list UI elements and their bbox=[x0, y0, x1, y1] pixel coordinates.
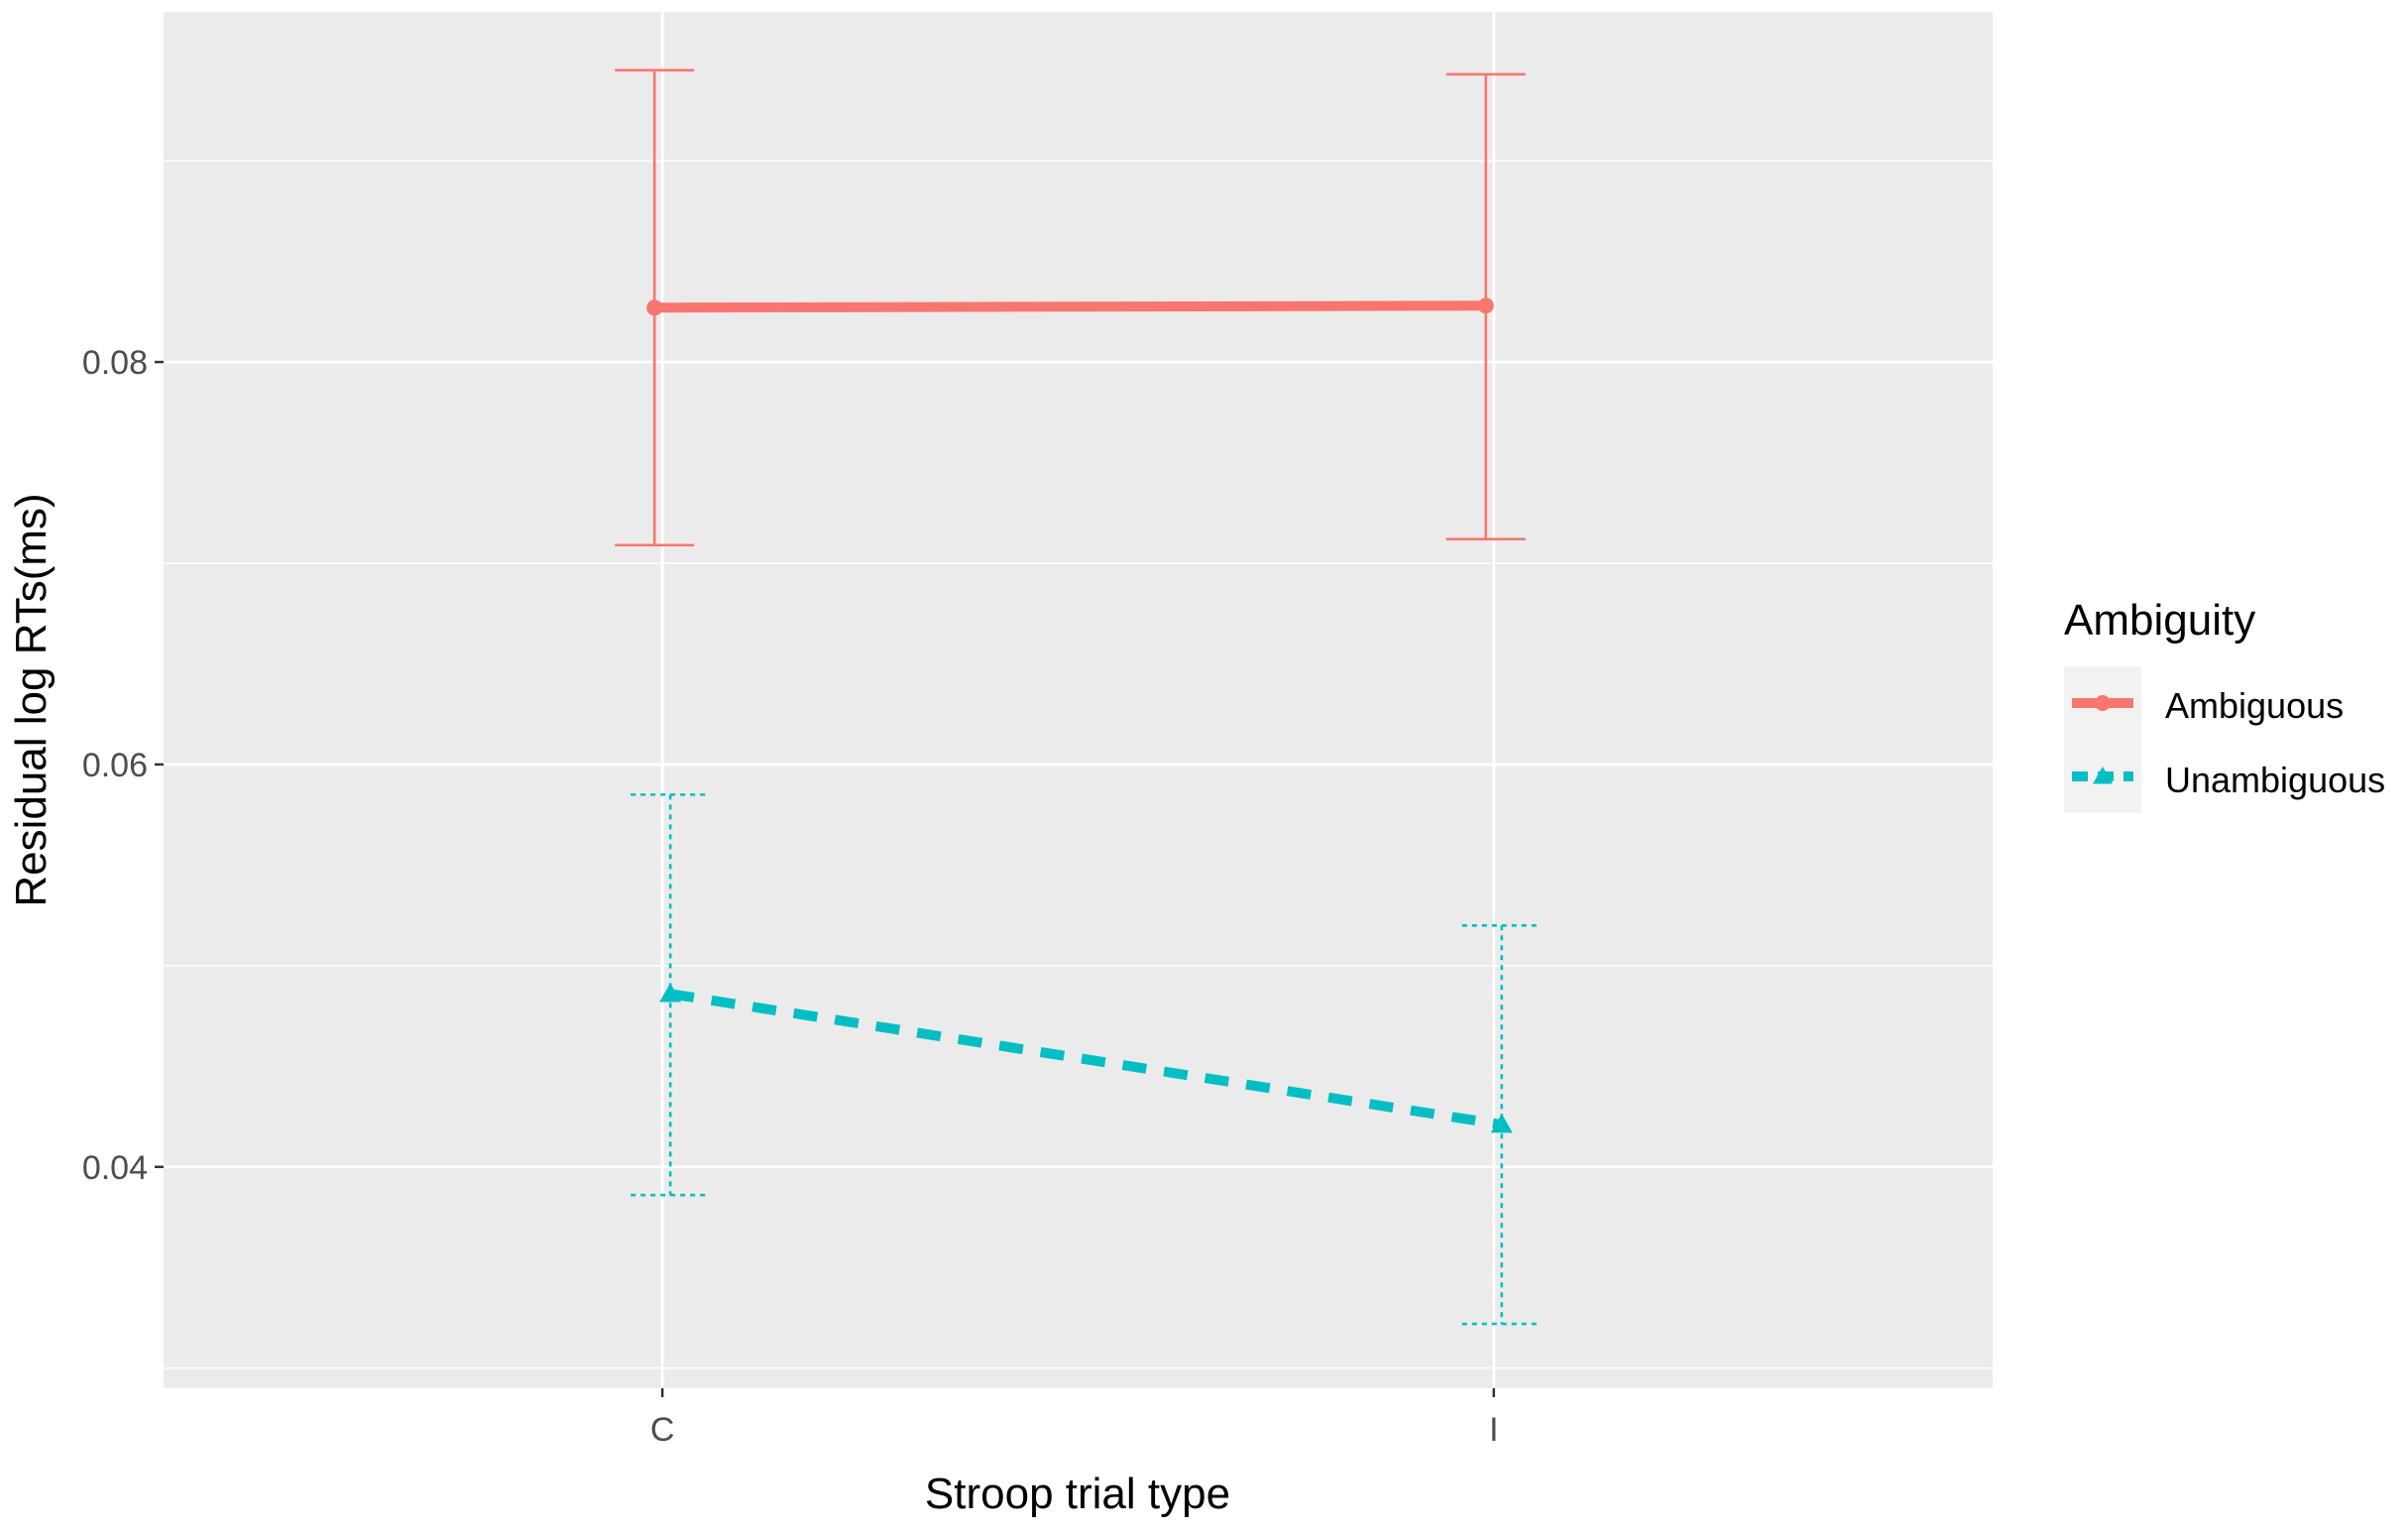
point-unambiguous-1 bbox=[1490, 1114, 1513, 1133]
point-unambiguous-0 bbox=[659, 983, 682, 1003]
grid-minor bbox=[164, 160, 1993, 1369]
legend-title: Ambiguity bbox=[2064, 596, 2255, 645]
y-axis: 0.04 0.06 0.08 bbox=[82, 344, 164, 1187]
legend-key-marker-unambiguous bbox=[2093, 767, 2113, 784]
legend: Ambiguity Ambiguous Unambiguous bbox=[2064, 596, 2385, 813]
y-tick-label-1: 0.06 bbox=[82, 747, 148, 784]
series-ambiguous bbox=[615, 68, 1526, 547]
legend-key-marker-ambiguous bbox=[2095, 695, 2111, 711]
legend-label-ambiguous: Ambiguous bbox=[2165, 685, 2344, 726]
point-ambiguous-0 bbox=[646, 299, 663, 316]
x-axis-title: Stroop trial type bbox=[925, 1470, 1230, 1518]
point-ambiguous-1 bbox=[1477, 297, 1494, 314]
y-tick-label-0: 0.04 bbox=[82, 1149, 148, 1187]
x-tick-label-1: I bbox=[1489, 1411, 1498, 1449]
plot-panel bbox=[164, 12, 1993, 1388]
series-layer bbox=[615, 68, 1542, 1326]
legend-label-unambiguous: Unambiguous bbox=[2165, 760, 2385, 800]
series-unambiguous bbox=[631, 793, 1542, 1326]
y-tick-label-2: 0.08 bbox=[82, 344, 148, 382]
x-tick-label-0: C bbox=[650, 1411, 675, 1449]
y-axis-title: Residual log RTs(ms) bbox=[7, 493, 56, 906]
series-line-unambiguous bbox=[669, 989, 1503, 1130]
grid-major bbox=[164, 12, 1993, 1388]
series-line-ambiguous bbox=[654, 300, 1486, 313]
